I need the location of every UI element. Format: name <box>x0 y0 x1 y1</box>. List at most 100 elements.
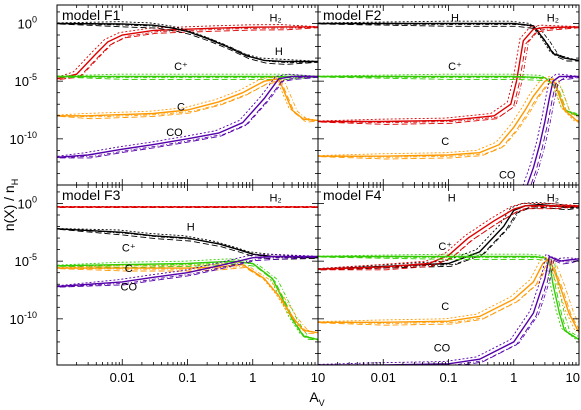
series-line-h2-variant-1 <box>320 27 579 125</box>
series-line-h-variant-1 <box>320 23 579 62</box>
x-tick-label: 10 <box>311 370 325 385</box>
panel-f1: 100 10-5 10-10 model F1 H₂ H C⁺ C CO <box>10 4 319 186</box>
series-line-co-variant-2 <box>57 253 315 287</box>
panel-frame <box>317 184 580 366</box>
species-label-cplus: C⁺ <box>448 61 462 73</box>
species-label-co: CO <box>434 343 451 355</box>
species-label-co: CO <box>166 127 183 139</box>
x-tick-label: 0.1 <box>439 370 457 385</box>
y-tick-label: 10-5 <box>15 72 37 89</box>
y-tick-label: 10-5 <box>15 252 37 269</box>
series-line-h2-variant-3 <box>323 27 579 124</box>
series-line-h-variant-2 <box>318 20 576 61</box>
series-line-h-variant-1 <box>59 228 318 260</box>
species-label-c: C <box>441 136 449 148</box>
series-line-h2 <box>57 26 318 80</box>
panel-title: model F3 <box>62 187 121 203</box>
species-label-h: H <box>448 193 456 205</box>
panel-title: model F2 <box>323 7 382 23</box>
y-axis-label: n(X) / nH <box>1 179 20 231</box>
panel-frame <box>56 184 319 366</box>
species-label-co: CO <box>121 282 138 294</box>
series-line-h-variant-2 <box>318 201 576 270</box>
x-tick-label: 10 <box>566 370 580 385</box>
series-line-c-variant-2 <box>57 76 315 121</box>
series-line-cplus-variant-3 <box>323 76 579 115</box>
y-axis-label-sub: H <box>10 179 20 186</box>
series-line-c <box>318 77 579 157</box>
y-tick-label: 100 <box>18 194 37 211</box>
series-line-cplus-variant-2 <box>57 258 315 340</box>
y-tick-label: 10-10 <box>10 130 37 147</box>
series-line-c-variant-2 <box>57 261 315 333</box>
y-tick-label: 10-10 <box>10 310 37 327</box>
series-line-cplus-variant-3 <box>323 256 579 338</box>
series-line-co-variant-1 <box>530 77 579 185</box>
series-line-h-variant-3 <box>62 23 318 64</box>
series-line-c-variant-2 <box>318 255 577 333</box>
series-group <box>57 206 318 341</box>
series-line-co <box>526 75 579 185</box>
series-line-cplus-variant-2 <box>318 253 576 340</box>
species-label-c: C <box>177 102 185 114</box>
series-line-h-variant-1 <box>59 23 318 65</box>
x-tick-label: 0.01 <box>371 370 396 385</box>
series-line-cplus-variant-2 <box>318 73 576 116</box>
series-line-cplus-variant-1 <box>320 76 579 117</box>
series-line-co-variant-1 <box>459 258 579 365</box>
series-group <box>318 20 579 185</box>
series-line-h2 <box>318 205 579 270</box>
series-line-co-variant-3 <box>323 257 579 365</box>
x-tick-label: 1 <box>510 370 517 385</box>
series-line-cplus-variant-1 <box>59 263 318 341</box>
series-line-co-variant-3 <box>532 76 579 185</box>
series-line-c-variant-3 <box>323 79 579 158</box>
species-label-cplus: C⁺ <box>438 241 452 253</box>
series-line-co-variant-3 <box>62 76 318 158</box>
series-line-h2-variant-2 <box>318 24 576 122</box>
series-line-c-variant-1 <box>59 267 318 334</box>
series-line-c <box>318 257 579 334</box>
species-label-h: H <box>451 13 459 25</box>
series-line-h-variant-2 <box>57 228 315 258</box>
series-line-co <box>318 255 579 365</box>
series-line-cplus-variant-1 <box>320 256 579 340</box>
series-line-h2-variant-1 <box>59 27 318 80</box>
series-line-h <box>57 228 318 259</box>
series-line-co-variant-2 <box>318 253 576 365</box>
panel-f2: model F2 H H₂ C⁺ C CO <box>317 4 580 186</box>
panel-title: model F1 <box>62 7 121 23</box>
x-axis-label-sub: V <box>319 398 325 408</box>
series-line-co-variant-1 <box>59 76 318 159</box>
panel-f4: 0.01 0.1 1 10 model F4 H H₂ C⁺ C CO <box>317 184 580 385</box>
series-line-h2 <box>318 26 579 123</box>
series-line-co <box>57 255 318 288</box>
species-label-h2: H₂ <box>269 13 281 25</box>
series-line-h2-variant-3 <box>323 205 579 270</box>
series-group <box>57 21 318 159</box>
series-line-c-variant-3 <box>323 259 579 325</box>
series-line-h2-variant-3 <box>62 26 318 80</box>
series-line-h-variant-3 <box>323 23 579 61</box>
species-label-co: CO <box>499 170 516 182</box>
series-line-co-variant-1 <box>59 256 318 288</box>
species-label-h: H <box>187 222 195 234</box>
species-label-h2: H₂ <box>269 193 281 205</box>
series-line-cplus-variant-3 <box>62 76 318 79</box>
series-line-c-variant-3 <box>62 79 318 121</box>
series-line-cplus <box>318 255 579 341</box>
x-tick-label: 0.1 <box>178 370 196 385</box>
species-label-cplus: C⁺ <box>122 242 136 254</box>
series-group <box>318 201 579 365</box>
series-line-co-variant-3 <box>62 256 318 288</box>
species-label-c: C <box>441 301 449 313</box>
species-label-h: H <box>275 46 283 58</box>
series-line-h2-variant-2 <box>318 203 576 270</box>
series-line-cplus-variant-3 <box>62 261 318 340</box>
x-tick-label: 1 <box>249 370 256 385</box>
species-label-cplus: C⁺ <box>174 61 188 73</box>
series-line-h-variant-3 <box>323 205 579 270</box>
x-tick-label: 0.01 <box>110 370 135 385</box>
series-line-h-variant-3 <box>62 228 318 259</box>
